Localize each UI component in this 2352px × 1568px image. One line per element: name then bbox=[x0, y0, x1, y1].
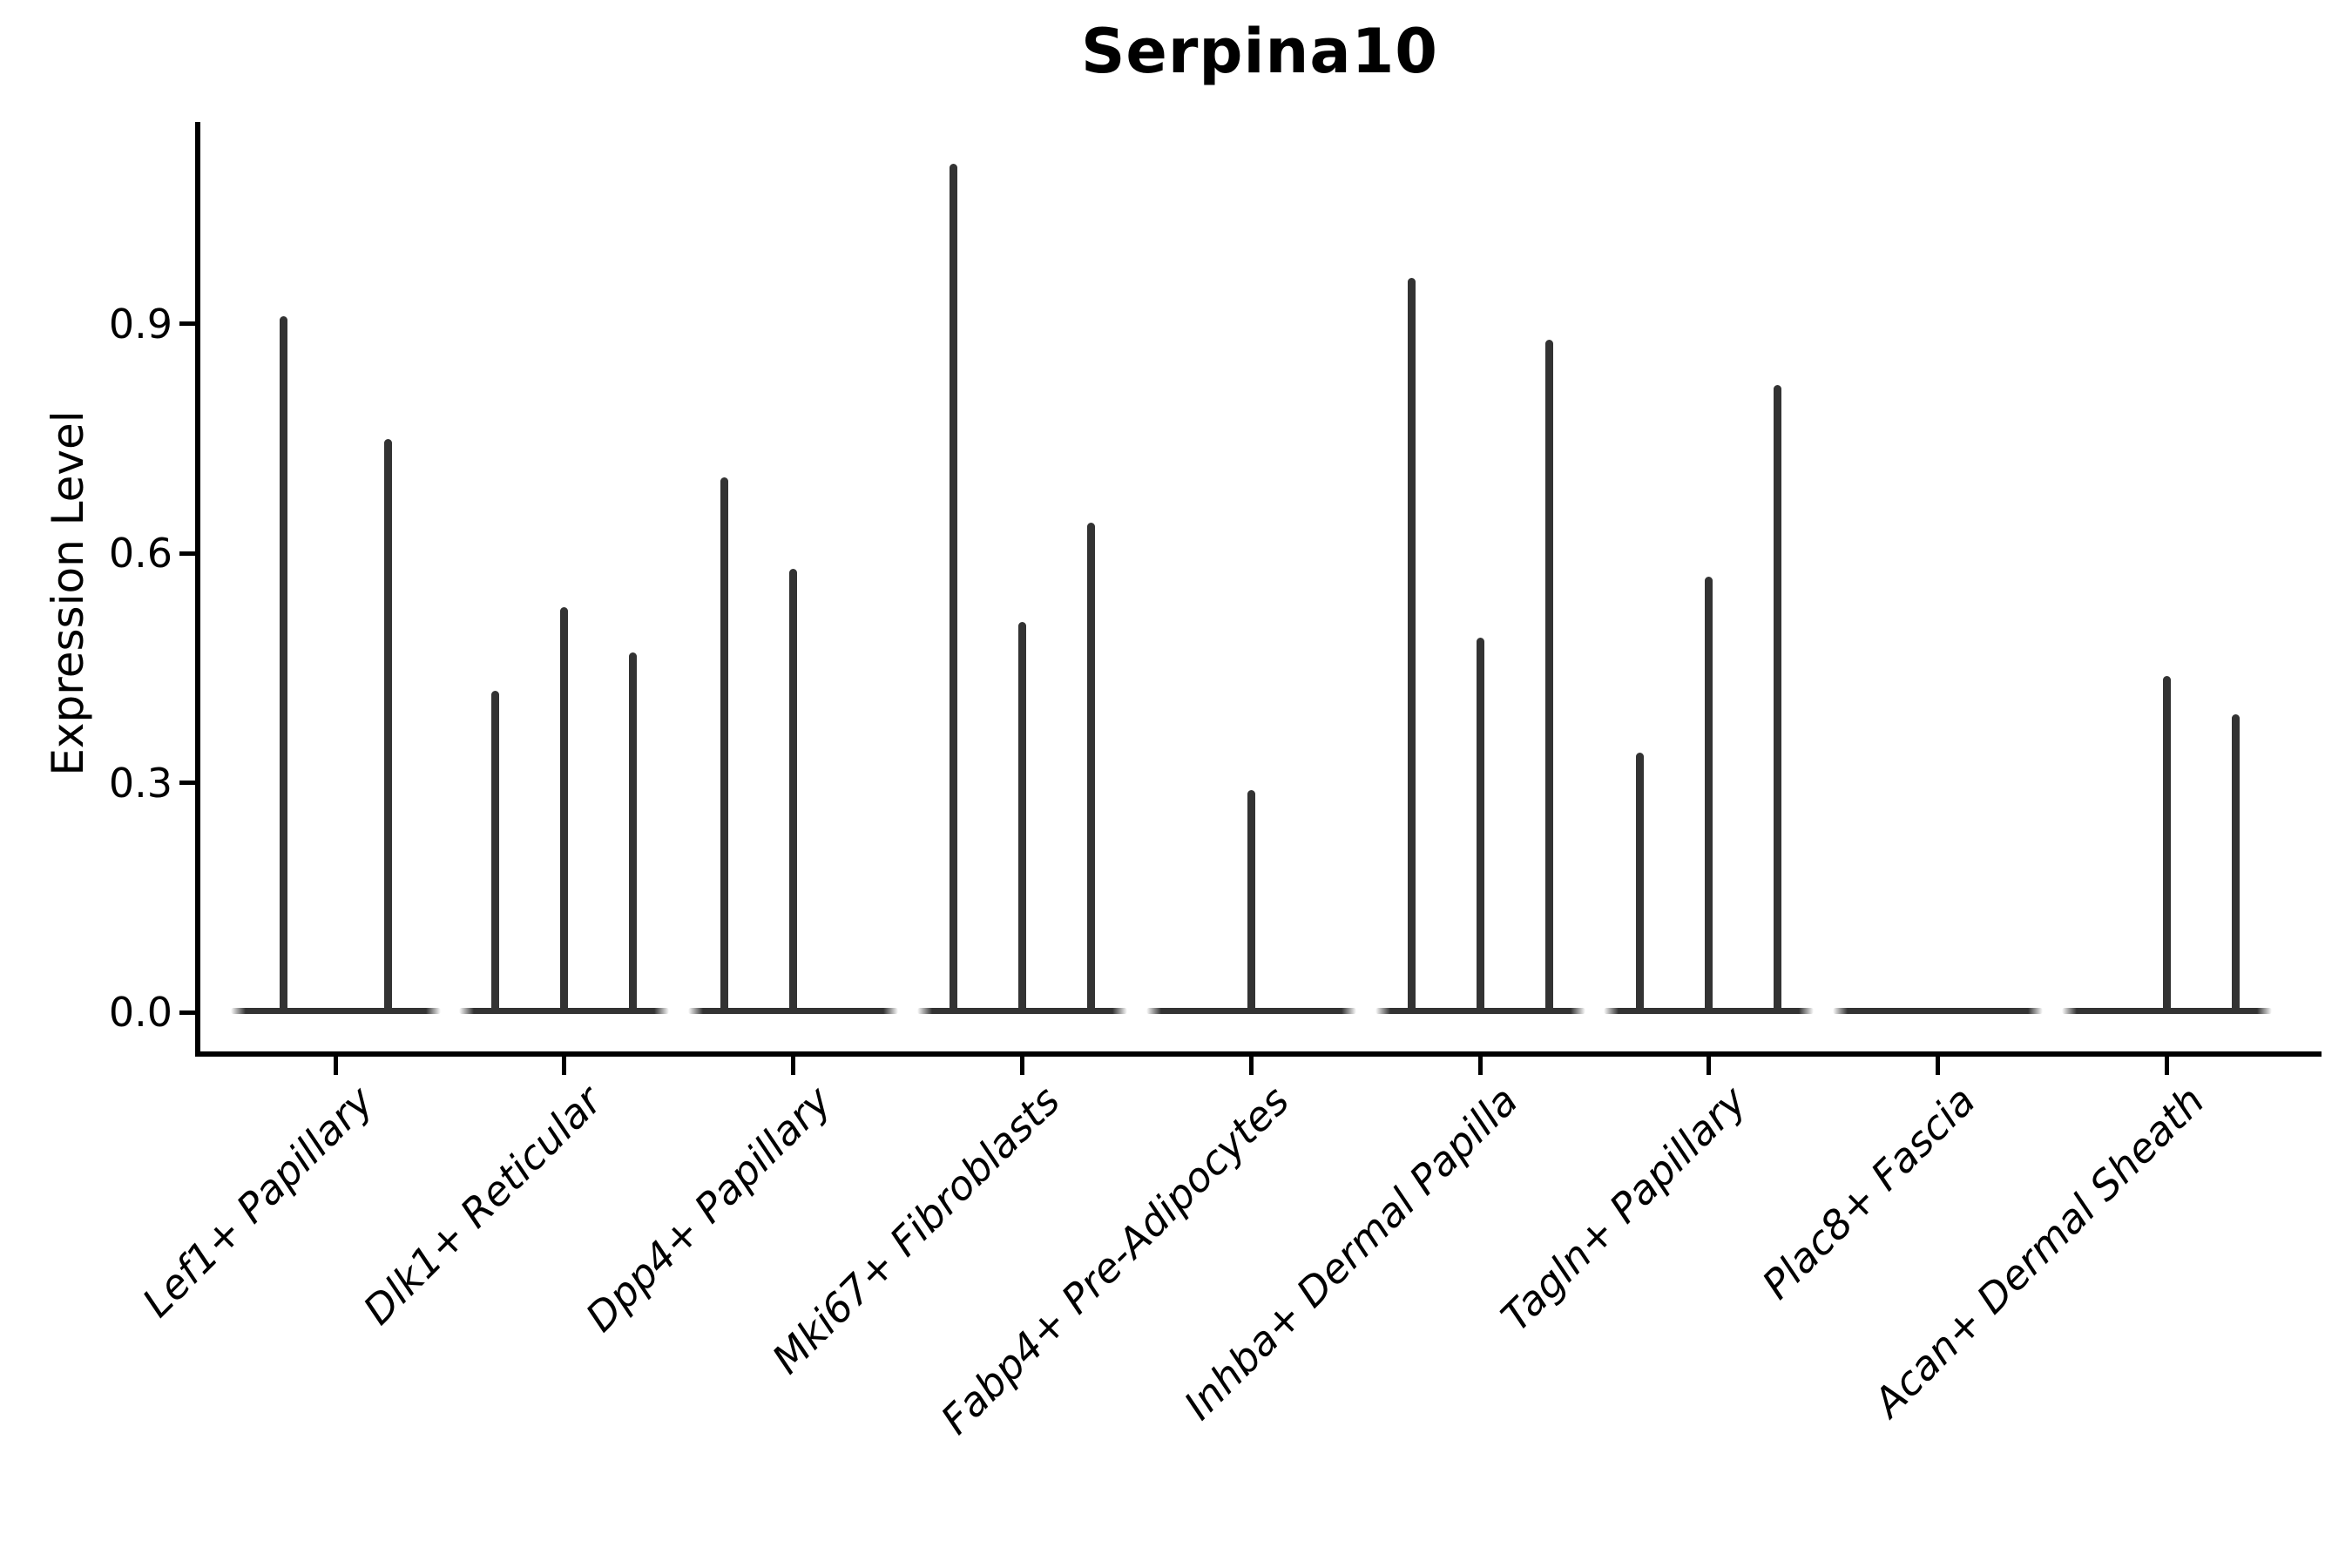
violin-spike bbox=[1705, 576, 1713, 1013]
violin-spike bbox=[1476, 637, 1484, 1013]
violin-spike bbox=[1407, 278, 1416, 1013]
x-tick-label: Plac8+ Fascia bbox=[1753, 1077, 1985, 1308]
x-axis-line bbox=[195, 1051, 2322, 1057]
x-tick bbox=[1019, 1057, 1024, 1075]
violin-spike bbox=[383, 438, 392, 1013]
y-tick bbox=[179, 551, 198, 556]
y-tick-label: 0.0 bbox=[108, 989, 172, 1036]
violin-spike bbox=[1774, 385, 1782, 1013]
x-tick bbox=[791, 1057, 796, 1075]
y-tick bbox=[179, 321, 198, 327]
violin-spike bbox=[1247, 790, 1255, 1013]
x-tick bbox=[1707, 1057, 1712, 1075]
x-tick bbox=[1248, 1057, 1254, 1075]
y-tick bbox=[179, 1010, 198, 1015]
x-tick-label: Dlk1+ Reticular bbox=[354, 1077, 612, 1334]
x-tick bbox=[1477, 1057, 1483, 1075]
y-tick-label: 0.9 bbox=[108, 300, 172, 348]
violin-spike bbox=[2162, 675, 2171, 1013]
x-tick bbox=[333, 1057, 338, 1075]
y-tick-label: 0.6 bbox=[108, 530, 172, 578]
violin-spike bbox=[2231, 713, 2240, 1013]
x-tick bbox=[562, 1057, 567, 1075]
violin-spike bbox=[1636, 752, 1645, 1013]
y-tick-label: 0.3 bbox=[108, 759, 172, 807]
violin-spike bbox=[789, 568, 798, 1013]
violin-baseline bbox=[1833, 1008, 2044, 1014]
x-tick-label: Dpp4+ Papillary bbox=[576, 1077, 841, 1341]
x-tick-label: Tagln+ Papillary bbox=[1491, 1077, 1756, 1341]
violin-spike bbox=[279, 316, 287, 1013]
y-tick bbox=[179, 781, 198, 786]
x-tick bbox=[2164, 1057, 2169, 1075]
violin-baseline bbox=[230, 1008, 441, 1014]
violin-spike bbox=[949, 163, 957, 1013]
violin-spike bbox=[1017, 622, 1026, 1013]
violin-spike bbox=[1544, 339, 1553, 1013]
violin-spike bbox=[560, 606, 569, 1013]
violin-spike bbox=[491, 691, 500, 1013]
violin-spike bbox=[629, 652, 638, 1013]
violin-spike bbox=[720, 476, 729, 1013]
chart-title: Serpina10 bbox=[1081, 16, 1438, 87]
x-tick-label: Lef1+ Papillary bbox=[132, 1077, 382, 1327]
violin-spike bbox=[1086, 523, 1095, 1013]
y-axis-line bbox=[195, 122, 200, 1057]
x-tick bbox=[1936, 1057, 1941, 1075]
